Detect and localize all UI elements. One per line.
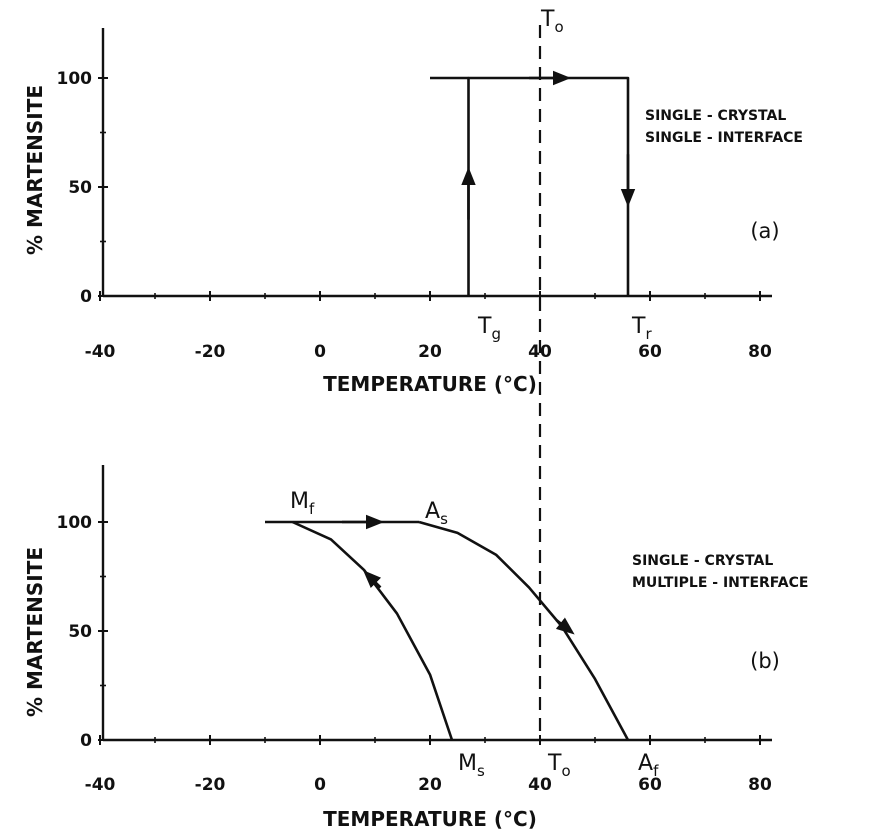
panel-b-marker-af: Af [638,751,659,780]
panel-b-marker-ms: Ms [458,751,485,780]
panel-a-x-tick-label: 20 [418,342,442,362]
panel-a-marker-subscript: r [645,325,652,343]
panel-a-x-tick-label: 80 [748,342,772,362]
panel-a-x-tick-label: -20 [195,342,226,362]
panel-b-marker-subscript: s [477,762,485,780]
panel-b-direction-arrow-0 [363,570,382,589]
panel-a-y-axis-title: % MARTENSITE [23,85,47,255]
panel-b-marker-as: As [425,499,448,528]
panel-b-x-tick-label: 0 [314,775,326,795]
panel-b-x-tick-label: -40 [85,775,116,795]
panel-a-x-tick-label: 40 [528,342,552,362]
panel-a-panel-label: (a) [750,219,779,243]
panel-b-direction-arrow-2 [555,617,575,635]
panel-b-marker-mf: Mf [290,489,315,518]
panel-b-annotation-line-0: SINGLE - CRYSTAL [632,553,773,569]
panel-b-series-line-2 [418,520,630,741]
panel-b-y-axis-title: % MARTENSITE [23,547,47,717]
panel-b-x-tick-label: 40 [528,775,552,795]
panel-a-y-tick-label: 50 [68,178,92,198]
panel-b-annotation-line-1: MULTIPLE - INTERFACE [632,575,808,591]
panel-b-y-tick-label: 50 [68,622,92,642]
panel-a-x-tick-label: -40 [85,342,116,362]
panel-b-marker-to: To [547,751,571,780]
panel-a-annotation-line-1: SINGLE - INTERFACE [645,130,803,146]
panel-b-x-tick-label: -20 [195,775,226,795]
panel-a-marker-subscript: g [491,325,501,343]
panel-b-x-tick-label: 60 [638,775,662,795]
panel-a-marker-tg: Tg [477,314,501,343]
panel-a-y-tick-label: 100 [57,69,93,89]
panel-b-marker-subscript: f [309,500,315,518]
panel-a-x-tick-label: 0 [314,342,326,362]
panel-a-y-tick-label: 0 [80,287,92,307]
panel-b-series-line-0 [291,520,454,741]
panel-b-y-tick-label: 0 [80,731,92,751]
panel-a-x-tick-label: 60 [638,342,662,362]
panel-b-marker-subscript: s [440,510,448,528]
panel-a-series-line-0 [467,76,630,296]
panel-b-y-tick-label: 100 [57,513,93,533]
panel-a-marker-subscript: o [554,18,563,36]
panel-a-x-axis-title: TEMPERATURE (°C) [323,372,537,396]
panel-a-marker-to: To [540,7,564,36]
panel-a-annotation-line-0: SINGLE - CRYSTAL [645,108,786,124]
panel-b-x-tick-label: 20 [418,775,442,795]
panel-b-x-tick-label: 80 [748,775,772,795]
panel-b-x-axis-title: TEMPERATURE (°C) [323,807,537,831]
panel-b-marker-subscript: o [561,762,570,780]
panel-a-marker-tr: Tr [631,314,652,343]
panel-b-marker-subscript: f [653,762,659,780]
panel-b-panel-label: (b) [750,649,780,673]
